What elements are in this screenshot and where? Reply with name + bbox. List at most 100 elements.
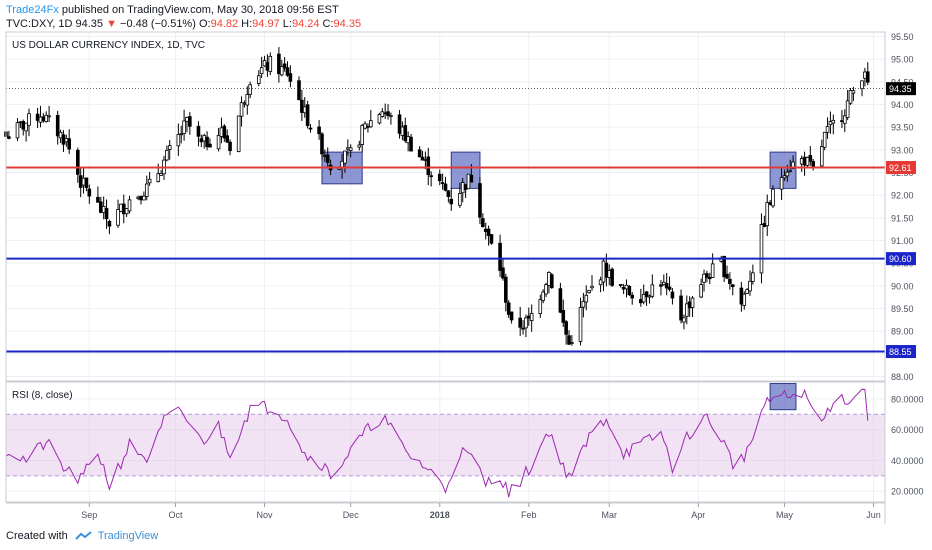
candle-down — [320, 133, 324, 155]
candle-down — [305, 104, 310, 127]
level-label-box — [886, 252, 916, 266]
candle-down — [630, 294, 635, 299]
time-tick-label: Feb — [521, 510, 537, 520]
candle-down — [730, 284, 735, 288]
candle-down — [478, 183, 482, 218]
candle-down — [61, 134, 66, 145]
candle-down — [483, 228, 488, 232]
candle-up — [406, 136, 410, 144]
author-link[interactable]: Trade24Fx — [6, 4, 59, 16]
level-label: 90.60 — [889, 254, 912, 264]
candle-up — [822, 131, 827, 148]
level-label: 88.55 — [889, 347, 912, 357]
candle-down — [7, 136, 11, 139]
candle-down — [664, 283, 669, 289]
candle-up — [570, 342, 574, 344]
candle-down — [481, 218, 485, 227]
price-tick-label: 90.00 — [891, 281, 914, 291]
candle-up — [400, 126, 405, 136]
candle-up — [124, 208, 129, 215]
candle-down — [409, 136, 413, 152]
down-arrow-icon: ▼ — [106, 18, 117, 30]
candle-up — [219, 127, 224, 137]
candle-up — [142, 195, 146, 201]
candle-down — [78, 175, 83, 188]
candle-down — [549, 274, 554, 289]
candle-up — [279, 66, 284, 76]
candle-up — [702, 273, 706, 283]
tradingview-brand[interactable]: TradingView — [97, 530, 159, 542]
candle-up — [127, 199, 132, 212]
candle-down — [687, 301, 692, 309]
rsi-tick-label: 20.0000 — [891, 487, 924, 497]
price-tick-label: 94.00 — [891, 100, 914, 110]
candle-down — [659, 284, 663, 287]
candle-up — [745, 289, 749, 294]
candle-up — [581, 301, 586, 308]
time-tick-label: Apr — [691, 510, 705, 520]
price-tick-label: 93.50 — [891, 123, 914, 133]
candle-up — [343, 150, 347, 164]
time-tick-label: Nov — [257, 510, 274, 520]
candle-up — [346, 147, 350, 150]
candle-down — [366, 125, 370, 128]
candle-up — [348, 147, 353, 151]
candle-up — [259, 67, 264, 75]
candle-up — [156, 173, 161, 182]
candle-up — [587, 289, 591, 294]
time-tick-label: Sep — [81, 510, 97, 520]
candle-down — [288, 73, 293, 82]
candle-up — [748, 280, 752, 292]
close-value: 94.35 — [333, 18, 362, 30]
candle-up — [845, 100, 850, 118]
candle-down — [139, 196, 143, 201]
candle-up — [825, 126, 830, 133]
last-price-label: 94.35 — [889, 84, 912, 94]
price-tick-label: 92.00 — [891, 191, 914, 201]
candle-up — [239, 102, 244, 117]
candle-down — [188, 116, 192, 127]
rsi-highlight-box — [769, 383, 797, 411]
candle-up — [547, 272, 551, 286]
candle-up — [245, 94, 250, 106]
candle-down — [437, 173, 442, 182]
price-highlight-box — [450, 151, 481, 189]
candle-up — [541, 291, 545, 301]
rsi-line-layer — [5, 388, 869, 498]
candle-up — [360, 125, 364, 145]
price-tick-label: 88.00 — [891, 372, 914, 382]
candle-down — [802, 156, 807, 166]
candle-down — [621, 286, 626, 290]
candle-down — [429, 175, 433, 178]
candle-down — [76, 149, 80, 175]
rsi-tick-label: 80.0000 — [891, 394, 924, 404]
candle-down — [504, 276, 508, 303]
candle-down — [509, 311, 514, 321]
candle-down — [707, 277, 712, 280]
candle-down — [762, 223, 767, 228]
candle-up — [24, 122, 28, 132]
candle-up — [759, 224, 764, 274]
candle-up — [771, 188, 775, 207]
tradingview-logo-icon — [75, 531, 92, 540]
candle-up — [590, 285, 594, 289]
candle-up — [423, 159, 428, 161]
price-pane-frame — [5, 31, 886, 382]
price-pane-title: US DOLLAR CURRENCY INDEX, 1D, TVC — [12, 40, 205, 51]
candle-down — [265, 62, 270, 71]
candle-down — [561, 309, 566, 323]
candle-up — [584, 294, 589, 303]
candle-down — [527, 315, 531, 319]
candle-down — [121, 203, 126, 215]
candle-down — [417, 149, 422, 158]
candle-down — [196, 125, 201, 137]
candle-up — [44, 114, 49, 123]
price-tick-label: 95.50 — [891, 32, 914, 42]
candle-down — [670, 291, 675, 299]
time-tick-label: 2018 — [430, 510, 450, 520]
candle-down — [463, 184, 468, 190]
candle-down — [768, 202, 772, 205]
candle-up — [389, 115, 393, 117]
candle-up — [159, 173, 163, 176]
